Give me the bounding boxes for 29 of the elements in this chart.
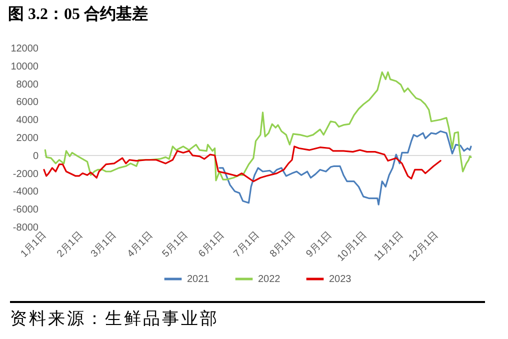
y-tick-label: -6000 <box>12 204 39 216</box>
legend-label: 2022 <box>258 274 281 285</box>
x-tick-label: 2月1日 <box>55 230 86 260</box>
y-tick-label: 12000 <box>10 44 39 54</box>
x-tick-label: 5月1日 <box>160 230 190 260</box>
line-series <box>218 130 472 206</box>
chart-title: 图 3.2：05 合约基差 <box>8 4 148 25</box>
x-tick-label: 7月1日 <box>232 230 262 260</box>
y-tick-label: 4000 <box>16 115 39 126</box>
x-tick-label: 8月1日 <box>268 230 298 260</box>
x-tick-label: 11月1日 <box>372 230 406 264</box>
line-series <box>44 71 472 182</box>
x-tick-label: 6月1日 <box>196 230 227 260</box>
x-tick-label: 12月1日 <box>406 230 441 264</box>
y-tick-label: 6000 <box>16 97 39 108</box>
x-tick-label: 9月1日 <box>304 230 334 260</box>
y-tick-label: 8000 <box>16 79 39 90</box>
legend-label: 2021 <box>187 274 210 285</box>
x-tick-label: 3月1日 <box>89 230 119 260</box>
y-tick-label: 10000 <box>10 61 39 72</box>
legend-label: 2023 <box>329 274 352 285</box>
y-tick-label: 2000 <box>16 133 39 144</box>
y-tick-label: -4000 <box>12 186 39 198</box>
x-tick-label: 4月1日 <box>125 230 156 260</box>
y-tick-label: 0 <box>32 150 39 162</box>
y-tick-label: -2000 <box>12 168 39 180</box>
text: 资料来源：生鲜品事业部 <box>10 301 485 330</box>
line-series <box>43 146 442 182</box>
x-tick-label: 10月1日 <box>336 230 370 264</box>
